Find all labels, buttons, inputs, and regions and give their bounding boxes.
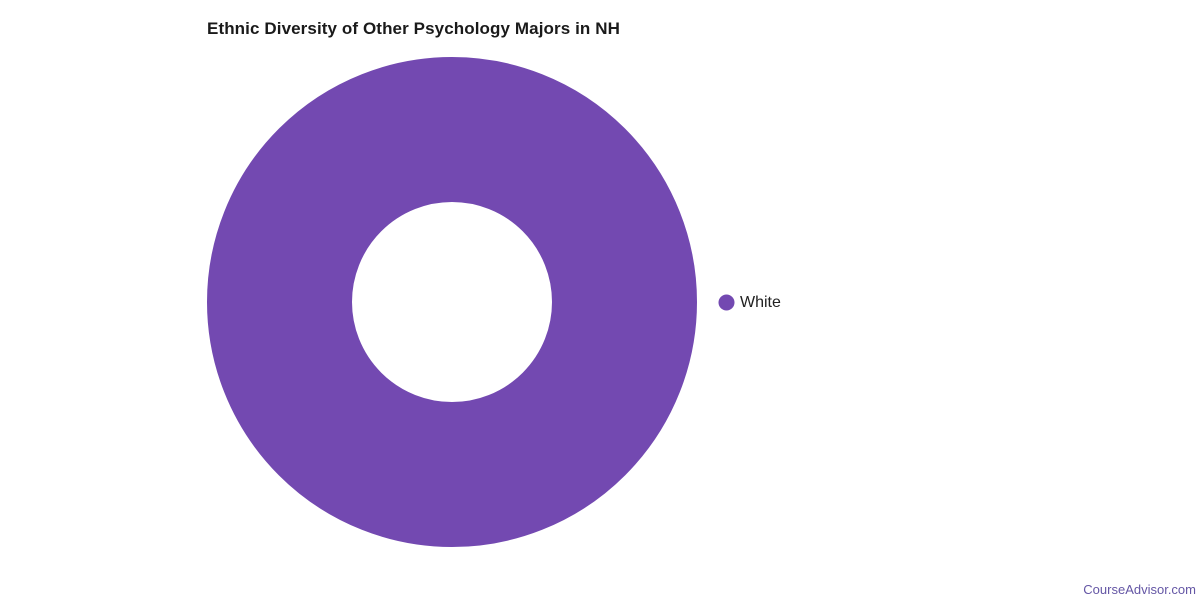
watermark-link[interactable]: CourseAdvisor.com [1083,582,1196,597]
legend-label: White [740,294,781,311]
legend: White [718,294,781,311]
chart-title: Ethnic Diversity of Other Psychology Maj… [207,19,620,38]
legend-marker-icon [718,294,735,311]
donut-segment-white[interactable] [207,57,697,547]
legend-item-white[interactable]: White [718,294,781,311]
donut-chart [207,57,697,547]
